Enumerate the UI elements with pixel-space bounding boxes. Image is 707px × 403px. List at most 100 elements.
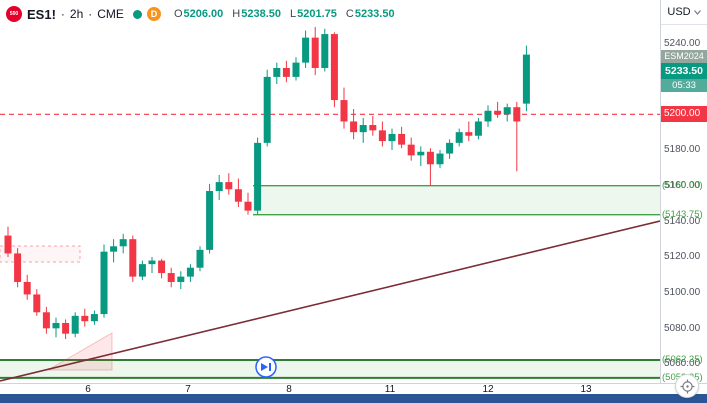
scroll-to-recent-button[interactable] bbox=[675, 374, 699, 398]
candle-body bbox=[206, 191, 214, 250]
time-tick-label: 12 bbox=[482, 384, 494, 395]
ohlc-value: 5238.50 bbox=[241, 8, 281, 20]
candle-body bbox=[158, 260, 166, 274]
candle-body bbox=[52, 322, 60, 329]
price-tick-label: 5160.00 bbox=[664, 180, 701, 192]
candle-body bbox=[330, 34, 338, 101]
price-tick-label: 5100.00 bbox=[664, 287, 701, 299]
time-tick-label: 11 bbox=[384, 384, 396, 395]
replay-marker-arrow-icon bbox=[261, 363, 268, 371]
candle-body bbox=[263, 76, 271, 143]
chart-canvas[interactable]: 500 ES1! · 2h · CME D O 5206.00 H 5238.50 L 5… bbox=[0, 0, 660, 383]
ohlc-label: L bbox=[289, 8, 297, 20]
candle-body bbox=[62, 322, 70, 334]
candle-body bbox=[254, 142, 262, 211]
candle-body bbox=[292, 62, 300, 77]
candle-body bbox=[340, 100, 348, 122]
candle-body bbox=[503, 107, 511, 115]
candle-body bbox=[311, 37, 319, 68]
market-status-dot-icon bbox=[132, 9, 142, 19]
candle-body bbox=[426, 151, 434, 165]
candle-body bbox=[455, 132, 463, 143]
candle-body bbox=[42, 312, 50, 329]
candle-body bbox=[465, 132, 473, 136]
candle-body bbox=[186, 267, 194, 277]
price-axis[interactable]: USD ESM2024 5233.50 05:33 5240.005220.00… bbox=[660, 0, 707, 383]
candle-body bbox=[138, 264, 146, 277]
ohlc-pair: O 5206.00 bbox=[174, 8, 223, 20]
candle-body bbox=[225, 182, 233, 190]
chevron-down-icon bbox=[693, 9, 701, 15]
alert-price-label: 5200.00 bbox=[661, 106, 707, 123]
candle-body bbox=[321, 34, 329, 68]
candle-body bbox=[33, 294, 41, 313]
candle-body bbox=[129, 239, 137, 277]
sp500-logo-icon: 500 bbox=[6, 6, 22, 22]
price-range-drawing[interactable] bbox=[0, 245, 81, 263]
candle-body bbox=[417, 151, 425, 156]
support-zone[interactable] bbox=[253, 185, 660, 215]
time-tick-label: 7 bbox=[185, 384, 191, 395]
candle-body bbox=[398, 133, 406, 145]
candle-body bbox=[4, 235, 12, 254]
candle-body bbox=[369, 125, 377, 131]
price-tick-label: 5080.00 bbox=[664, 322, 701, 334]
candle-body bbox=[119, 239, 127, 247]
delayed-data-badge[interactable]: D bbox=[146, 7, 161, 21]
candle-body bbox=[513, 107, 521, 122]
candle-body bbox=[436, 153, 444, 165]
separator: · bbox=[88, 7, 93, 21]
triangle-drawing[interactable] bbox=[46, 332, 113, 371]
ohlc-value: 5233.50 bbox=[354, 8, 395, 20]
ohlc-pair: H 5238.50 bbox=[232, 8, 281, 20]
candle-body bbox=[359, 125, 367, 133]
ohlc-value: 5206.00 bbox=[183, 8, 224, 20]
candle-body bbox=[446, 142, 454, 154]
candle-body bbox=[215, 182, 223, 192]
candle-body bbox=[148, 260, 156, 265]
level-price-label: (5143.75) bbox=[662, 209, 703, 221]
candle-body bbox=[484, 110, 492, 122]
symbol-name[interactable]: ES1! bbox=[27, 6, 56, 22]
interval-selector[interactable]: 2h bbox=[69, 7, 84, 21]
ohlc-pair: L 5201.75 bbox=[290, 8, 337, 20]
currency-label: USD bbox=[667, 6, 691, 18]
ohlc-label: C bbox=[345, 8, 354, 20]
last-price-badge: 5233.50 bbox=[661, 63, 707, 79]
taskbar-strip bbox=[0, 394, 707, 403]
candle-body bbox=[388, 133, 396, 142]
level-price-label: (5062.25) bbox=[662, 354, 703, 366]
chart-legend: 500 ES1! · 2h · CME D O 5206.00 H 5238.50 L 5… bbox=[6, 5, 395, 23]
candle-body bbox=[244, 201, 252, 211]
candle-body bbox=[494, 110, 502, 115]
price-tick-label: 5060.00 bbox=[664, 358, 701, 370]
candle-body bbox=[282, 67, 290, 77]
candle-body bbox=[177, 276, 185, 282]
candle-body bbox=[474, 121, 482, 136]
time-axis[interactable]: 6 7 8 11 12 13 bbox=[0, 383, 707, 395]
candle-body bbox=[196, 249, 204, 268]
ohlc-readout: O 5206.00 H 5238.50 L 5201.75 C 5233.50 bbox=[174, 8, 395, 20]
candle-body bbox=[234, 189, 242, 202]
bar-countdown-badge: 05:33 bbox=[661, 79, 707, 92]
candle-body bbox=[378, 130, 386, 142]
currency-selector[interactable]: USD bbox=[661, 0, 707, 25]
price-tick-label: 5140.00 bbox=[664, 215, 701, 227]
trendline-drawing[interactable] bbox=[0, 220, 660, 382]
ohlc-label: H bbox=[232, 8, 241, 20]
price-tick-label: 5120.00 bbox=[664, 251, 701, 263]
ohlc-value: 5201.75 bbox=[297, 8, 337, 20]
exchange-name: CME bbox=[97, 7, 124, 21]
candlestick-chart[interactable] bbox=[0, 0, 660, 383]
support-zone[interactable] bbox=[0, 359, 660, 378]
candle-body bbox=[273, 67, 281, 77]
time-tick-label: 13 bbox=[580, 384, 592, 395]
candle-body bbox=[407, 144, 415, 156]
price-tick-label: 5240.00 bbox=[664, 37, 701, 49]
candle-body bbox=[110, 246, 118, 252]
price-tick-label: 5180.00 bbox=[664, 144, 701, 156]
candle-body bbox=[100, 251, 108, 315]
candle-body bbox=[302, 37, 310, 63]
candle-body bbox=[90, 314, 98, 322]
